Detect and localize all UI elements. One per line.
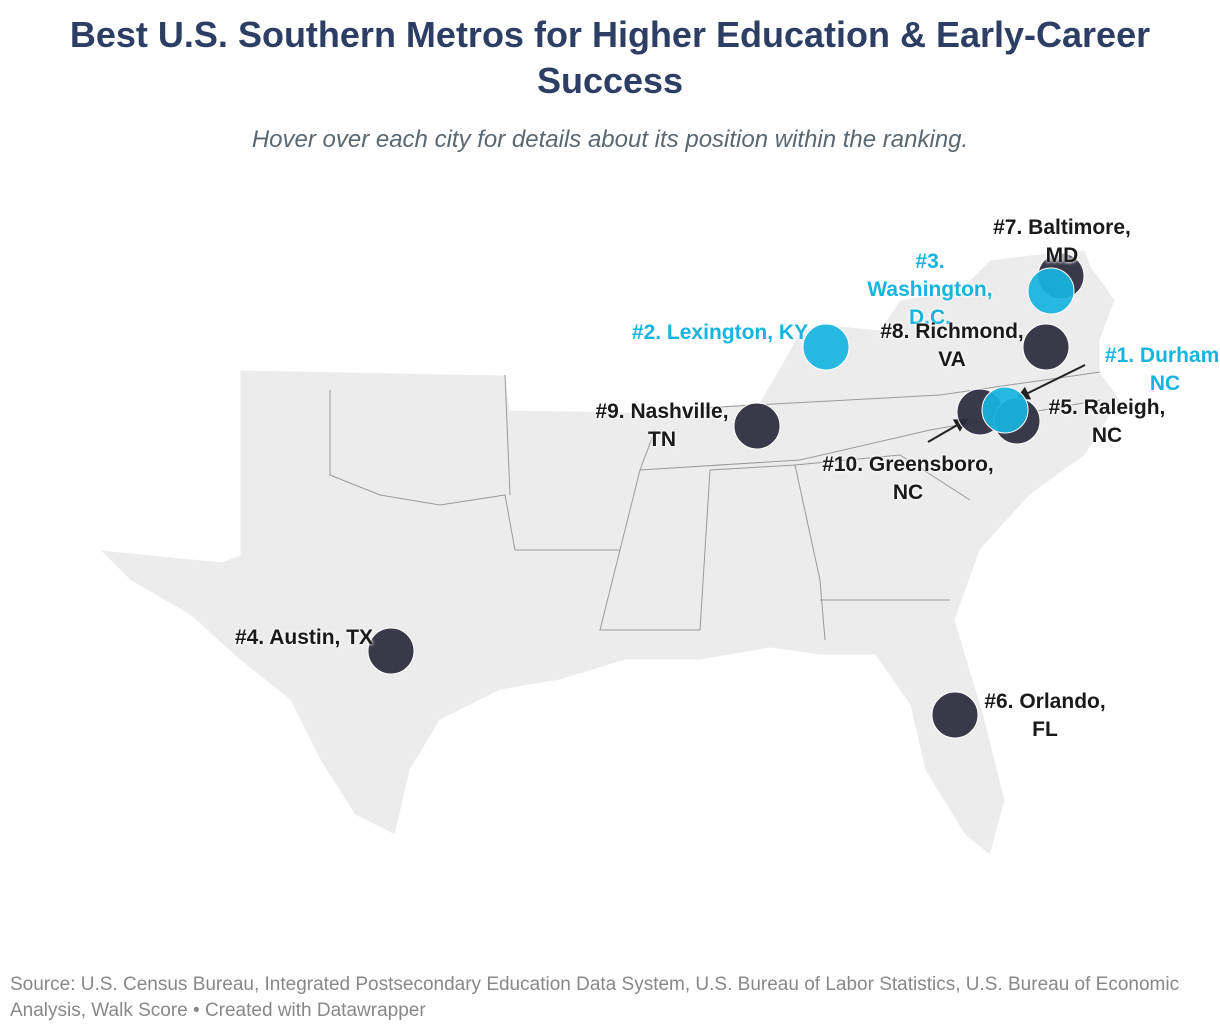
city-label: #5. Raleigh, NC [1048,396,1166,447]
city-label: #9. Nashville, TN [595,400,729,451]
subtitle: Hover over each city for details about i… [251,126,969,153]
city-marker[interactable] [981,386,1029,434]
region-shape [98,249,1121,856]
city-label: #1. Durham, NC [1104,344,1220,395]
city-marker[interactable] [802,323,850,371]
city-markers [367,252,1085,739]
source-note: Source: U.S. Census Bureau, Integrated P… [10,974,1180,1021]
city-label: #6. Orlando, FL [984,690,1106,741]
city-marker[interactable] [733,402,781,450]
city-label: #7. Baltimore, MD [993,216,1131,267]
city-marker[interactable] [1022,323,1070,371]
city-label: #10. Greensboro, NC [822,453,994,504]
city-label: #2. Lexington, KY [631,321,809,344]
city-label: #8. Richmond, VA [880,320,1024,371]
city-label: #4. Austin, TX [234,626,374,649]
city-marker[interactable] [1027,267,1075,315]
callout-arrow [1015,364,1086,400]
title: Best U.S. Southern Metros for Higher Edu… [69,14,1151,101]
city-label: #3. Washington, D.C. [867,250,993,329]
city-marker[interactable] [367,627,415,675]
city-marker[interactable] [931,691,979,739]
